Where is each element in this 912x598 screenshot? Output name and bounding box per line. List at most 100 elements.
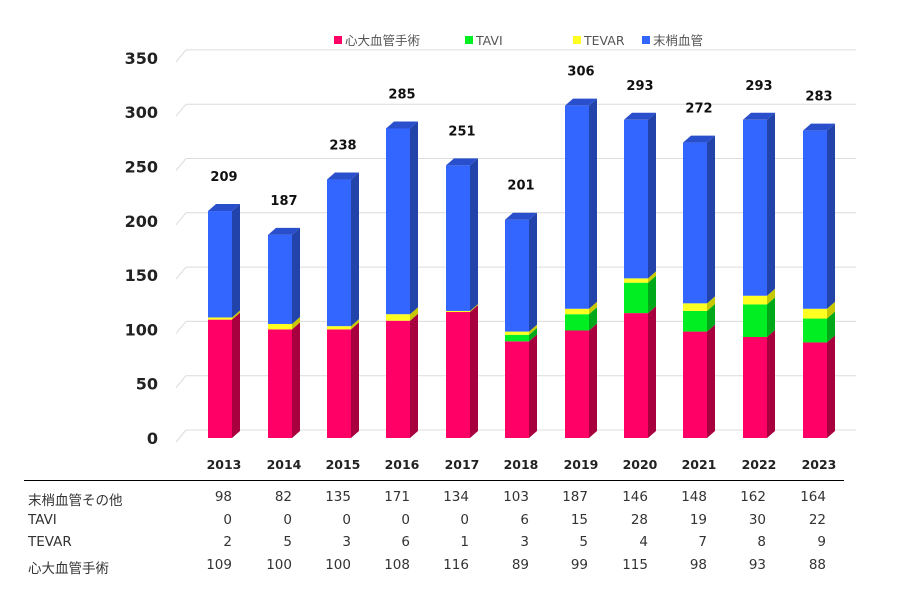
bar-segment-side — [589, 301, 597, 315]
bar-group-2019 — [565, 98, 597, 438]
bar-segment-side — [707, 296, 715, 311]
bar-segment-side — [827, 335, 835, 438]
bar-segment-side — [351, 322, 359, 438]
legend-label: 心大血管手術 — [345, 33, 420, 48]
legend-item: 心大血管手術 — [334, 33, 420, 48]
row-label: TAVI — [28, 511, 57, 528]
table-cell: 28 — [630, 511, 648, 528]
bar-segment-side — [410, 313, 418, 438]
table-cell: 2 — [223, 534, 232, 550]
legend: 心大血管手術 TAVI TEVAR 末梢血管 — [334, 33, 703, 48]
bar-group-2023 — [803, 123, 835, 438]
table-cell: 19 — [689, 511, 707, 528]
legend-item: TEVAR — [573, 33, 625, 48]
bar-group-2013 — [208, 204, 240, 438]
table-cell: 0 — [460, 511, 469, 528]
bar-top — [743, 112, 775, 120]
table-cell: 100 — [325, 556, 351, 573]
bar-segment — [624, 313, 648, 438]
x-tick-label: 2016 — [385, 457, 420, 470]
table-cell: 3 — [342, 534, 351, 550]
bar-top — [327, 172, 359, 180]
legend-label: TAVI — [475, 33, 503, 48]
total-label: 251 — [448, 124, 475, 139]
bar-segment-side — [232, 310, 240, 320]
table-row: 心大血管手術 109 100 100 108 116 89 99 115 98 93 88 — [24, 553, 844, 577]
bar-top — [803, 123, 835, 131]
table-cell: 109 — [206, 556, 232, 573]
total-label: 306 — [567, 65, 594, 80]
table-cell: 135 — [325, 489, 351, 505]
table-row: 末梢血管その他 98 82 135 171 134 103 187 146 148 162 164 — [24, 485, 844, 509]
y-tick-label: 200 — [125, 212, 158, 231]
x-tick-label: 2019 — [564, 457, 599, 470]
bar-top — [446, 158, 478, 166]
bar-segment-side — [529, 327, 537, 342]
bar-group-2022 — [743, 112, 775, 438]
bar-segment — [624, 282, 648, 314]
bar-segment-side — [232, 312, 240, 438]
gridline-side — [175, 321, 187, 334]
x-tick-label: 2014 — [267, 457, 302, 470]
bar-segment — [624, 278, 648, 283]
bar-group-2020 — [624, 112, 656, 438]
x-axis: 2013 2014 2015 2016 2017 2018 2019 2020 2021 2022… — [207, 457, 837, 470]
table-cell: 5 — [283, 534, 292, 550]
bar-segment — [505, 334, 529, 342]
table-cell: 22 — [808, 511, 826, 528]
bar-segment — [505, 341, 529, 438]
table-cell: 148 — [681, 489, 707, 505]
bar-segment-side — [648, 275, 656, 314]
bar-segment-side — [648, 271, 656, 283]
total-labels: 209 187 238 285 251 201 306 293 272 293 283 — [210, 65, 832, 209]
table-cell: 7 — [698, 534, 707, 550]
bar-segment-side — [292, 316, 300, 330]
row-label: 心大血管手術 — [28, 560, 109, 577]
bar-segment-side — [292, 227, 300, 324]
bar-top — [505, 212, 537, 220]
bar-segment — [505, 219, 529, 332]
stacked-bar-chart: 0 50 100 150 200 250 300 350 209 187 238 285 251 201… — [125, 33, 856, 470]
table-cell: 30 — [748, 511, 766, 528]
bar-segment — [803, 318, 827, 343]
table-cell: 108 — [384, 556, 410, 573]
table-cell: 98 — [214, 489, 232, 505]
total-label: 201 — [507, 179, 534, 194]
legend-swatch — [573, 36, 581, 44]
bar-top — [624, 112, 656, 120]
bar-segment — [268, 329, 292, 438]
bar-segment-side — [648, 306, 656, 438]
table-row: TEVAR 2 5 3 6 1 3 5 4 7 8 9 — [24, 530, 844, 553]
bar-segment — [268, 323, 292, 330]
table-cell: 0 — [342, 511, 351, 528]
bar-segment-side — [292, 322, 300, 438]
bar-segment-side — [470, 303, 478, 313]
y-axis: 0 50 100 150 200 250 300 350 — [125, 49, 158, 448]
bar-segment — [743, 337, 767, 438]
total-label: 293 — [745, 79, 772, 94]
table-cell: 103 — [503, 489, 529, 505]
x-tick-label: 2022 — [742, 457, 777, 470]
bar-segment-side — [529, 324, 537, 335]
total-label: 187 — [270, 194, 297, 209]
table-cell: 134 — [443, 489, 469, 505]
bar-segment-side — [589, 307, 597, 331]
bar-segment — [565, 330, 589, 438]
bar-segment — [208, 211, 232, 318]
total-label: 285 — [388, 87, 415, 102]
bar-group-2016 — [386, 121, 418, 438]
table-cell: 0 — [223, 511, 232, 528]
bar-segment-side — [589, 323, 597, 438]
gridline-side — [175, 49, 187, 63]
table-cell: 162 — [740, 489, 766, 505]
bar-segment-side — [827, 311, 835, 343]
bar-segment — [683, 310, 707, 332]
bar-segment — [327, 326, 351, 330]
bar-group-2017 — [446, 158, 478, 438]
x-tick-label: 2015 — [326, 457, 361, 470]
x-tick-label: 2018 — [504, 457, 539, 470]
x-tick-label: 2021 — [682, 457, 717, 470]
bar-segment-side — [351, 172, 359, 327]
table-cell: 93 — [748, 556, 766, 573]
bar-segment-side — [351, 319, 359, 330]
